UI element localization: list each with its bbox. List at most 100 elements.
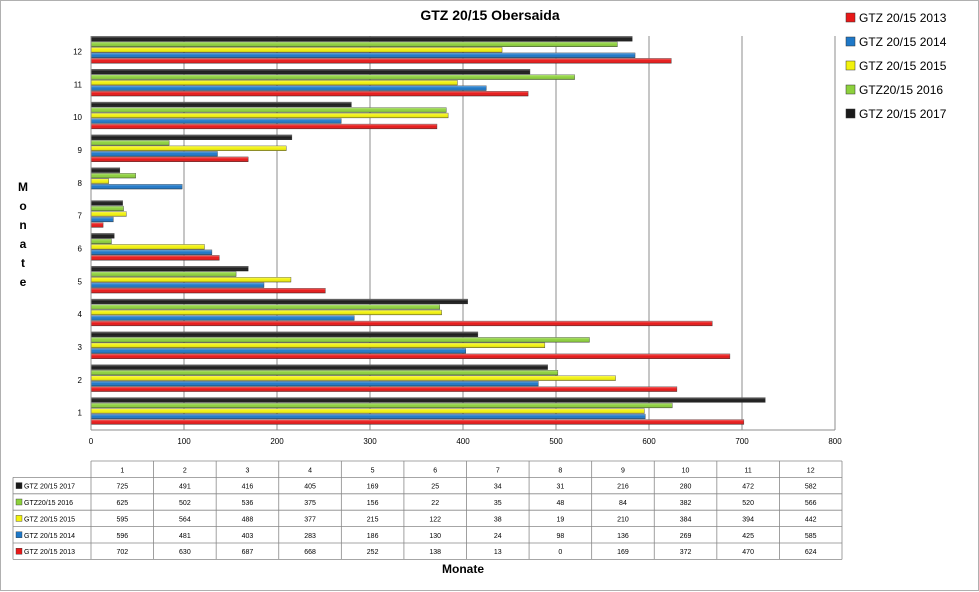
- y-tick-label: 12: [73, 47, 82, 56]
- table-header-cell: 5: [371, 467, 375, 474]
- y-tick-label: 10: [73, 113, 82, 122]
- table-cell: 382: [680, 500, 692, 507]
- table-row-label: GTZ 20/15 2017: [24, 484, 75, 491]
- y-axis-title-letter: t: [21, 256, 25, 270]
- table-cell: 394: [742, 516, 754, 523]
- table-cell: 488: [242, 516, 254, 523]
- x-tick-label: 700: [735, 437, 749, 446]
- y-tick-label: 1: [78, 409, 83, 418]
- bar-shade: [91, 124, 437, 129]
- table-cell: 624: [805, 549, 817, 556]
- table-cell: 405: [304, 484, 316, 491]
- bar-shade: [91, 414, 646, 419]
- table-row-label: GTZ 20/15 2013: [24, 549, 75, 556]
- bar-shade: [91, 403, 673, 408]
- table-cell: 269: [680, 533, 692, 540]
- table-cell: 22: [431, 500, 439, 507]
- bar-shade: [91, 266, 249, 272]
- bar-shade: [91, 47, 503, 53]
- table-cell: 0: [558, 549, 562, 556]
- x-tick-label: 400: [456, 437, 470, 446]
- table-cell: 425: [742, 533, 754, 540]
- table-cell: 48: [556, 500, 564, 507]
- bar-shade: [91, 282, 264, 288]
- x-tick-label: 100: [177, 437, 191, 446]
- table-cell: 582: [805, 484, 817, 491]
- legend-label: GTZ 20/15 2013: [859, 11, 947, 25]
- y-tick-label: 11: [74, 80, 83, 89]
- table-header-cell: 9: [621, 467, 625, 474]
- legend-swatch: [845, 108, 856, 119]
- bar-shade: [91, 408, 645, 414]
- bar-shade: [91, 310, 442, 315]
- bar-shade: [91, 348, 466, 354]
- table-cell: 566: [805, 500, 817, 507]
- table-cell: 216: [617, 484, 629, 491]
- bar-shade: [91, 397, 766, 403]
- bar-shade: [91, 206, 124, 211]
- bar-shade: [91, 321, 713, 326]
- bar-shade: [91, 167, 120, 173]
- table-cell: 252: [367, 549, 379, 556]
- table-row-label: GTZ20/15 2016: [24, 500, 73, 507]
- bar-shade: [91, 80, 458, 86]
- table-cell: 536: [242, 500, 254, 507]
- table-header-cell: 4: [308, 467, 312, 474]
- x-tick-label: 600: [642, 437, 656, 446]
- table-cell: 725: [116, 484, 128, 491]
- table-header-cell: 10: [682, 467, 690, 474]
- table-cell: 491: [179, 484, 191, 491]
- legend-swatch: [845, 36, 856, 47]
- table-cell: 384: [680, 516, 692, 523]
- table-cell: 35: [494, 500, 502, 507]
- legend-label: GTZ 20/15 2017: [859, 107, 947, 121]
- bar-shade: [91, 36, 633, 42]
- legend-swatch: [845, 12, 856, 23]
- table-cell: 564: [179, 516, 191, 523]
- x-axis-title: Monate: [442, 562, 484, 576]
- table-cell: 403: [242, 533, 254, 540]
- bar-shade: [91, 118, 342, 124]
- chart-title: GTZ 20/15 Obersaida: [420, 7, 559, 23]
- bar-shade: [91, 173, 136, 179]
- y-axis-title: Monate: [18, 180, 28, 289]
- table-cell: 625: [116, 500, 128, 507]
- bar-shade: [91, 200, 123, 206]
- bar-shade: [91, 364, 548, 370]
- table-cell: 138: [429, 549, 441, 556]
- x-tick-label: 0: [89, 437, 94, 446]
- bar-shade: [91, 145, 287, 151]
- table-header-cell: 6: [433, 467, 437, 474]
- bar-shade: [91, 85, 487, 91]
- bar-shade: [91, 288, 326, 294]
- bar-shade: [91, 370, 558, 376]
- bar-shade: [91, 41, 618, 47]
- bar-shade: [91, 178, 109, 184]
- table-swatch: [15, 548, 23, 555]
- y-axis-title-letter: o: [19, 199, 26, 213]
- bar-shade: [91, 91, 529, 97]
- table-swatch: [15, 515, 23, 522]
- y-axis-title-letter: a: [20, 237, 27, 251]
- table-cell: 25: [431, 484, 439, 491]
- bar-shade: [91, 52, 636, 58]
- bar-shade: [91, 107, 447, 113]
- y-tick-label: 4: [78, 310, 83, 319]
- table-cell: 98: [556, 533, 564, 540]
- bar-shade: [91, 69, 530, 75]
- y-tick-label: 7: [78, 212, 83, 221]
- y-tick-label: 2: [78, 376, 83, 385]
- table-cell: 210: [617, 516, 629, 523]
- table-header-cell: 2: [183, 467, 187, 474]
- table-cell: 481: [179, 533, 191, 540]
- table-cell: 372: [680, 549, 692, 556]
- bar-shade: [91, 271, 237, 277]
- table-cell: 630: [179, 549, 191, 556]
- table-cell: 596: [116, 533, 128, 540]
- x-tick-label: 300: [363, 437, 377, 446]
- bar-shade: [91, 238, 112, 244]
- bar-shade: [91, 386, 677, 392]
- bar-shade: [91, 331, 478, 337]
- y-tick-label: 6: [78, 244, 83, 253]
